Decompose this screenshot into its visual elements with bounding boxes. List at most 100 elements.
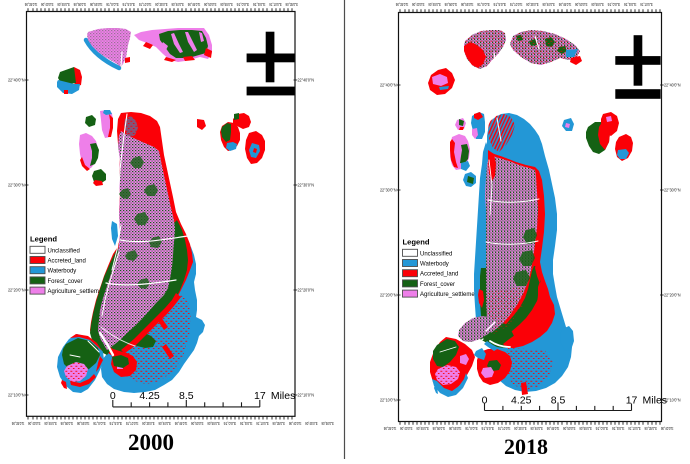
svg-text:91°0'0"E: 91°0'0"E [465,426,478,431]
svg-text:90°50'0"E: 90°50'0"E [61,421,74,426]
svg-text:Legend: Legend [30,235,57,244]
svg-text:90°40'0"E: 90°40'0"E [28,421,41,426]
svg-text:91°5'0"E: 91°5'0"E [240,421,253,426]
svg-text:4.25: 4.25 [139,390,160,402]
svg-text:90°45'0"E: 90°45'0"E [188,2,201,7]
svg-text:90°40'0"E: 90°40'0"E [41,2,54,7]
svg-text:22°30'0"N: 22°30'0"N [380,188,397,193]
svg-text:22°10'0"N: 22°10'0"N [8,393,25,398]
svg-text:90°45'0"E: 90°45'0"E [305,421,318,426]
svg-text:4.25: 4.25 [511,395,532,407]
svg-text:Agriculture_settlement: Agriculture_settlement [420,292,480,298]
svg-text:Unclassified: Unclassified [420,251,452,257]
svg-text:90°40'0"E: 90°40'0"E [530,426,543,431]
svg-text:91°5'0"E: 91°5'0"E [494,2,507,7]
svg-text:0: 0 [482,395,488,407]
svg-text:90°35'0"E: 90°35'0"E [384,426,397,431]
svg-text:91°10'0"E: 91°10'0"E [269,2,282,7]
svg-text:Legend: Legend [403,238,430,247]
svg-text:90°35'0"E: 90°35'0"E [396,2,409,7]
svg-text:90°35'0"E: 90°35'0"E [514,426,527,431]
svg-text:Forest_cover: Forest_cover [420,282,455,288]
svg-text:90°55'0"E: 90°55'0"E [579,426,592,431]
svg-text:91°0'0"E: 91°0'0"E [93,421,106,426]
svg-text:90°50'0"E: 90°50'0"E [563,426,576,431]
svg-text:90°40'0"E: 90°40'0"E [289,421,302,426]
svg-text:2000: 2000 [128,430,174,455]
svg-text:22°40'0"N: 22°40'0"N [298,78,315,83]
svg-text:91°10'0"E: 91°10'0"E [628,426,641,431]
svg-text:91°5'0"E: 91°5'0"E [253,2,266,7]
svg-text:90°55'0"E: 90°55'0"E [449,426,462,431]
svg-text:22°40'0"N: 22°40'0"N [380,83,397,88]
svg-text:Forest_cover: Forest_cover [48,279,83,285]
svg-text:17: 17 [626,395,638,407]
svg-text:Waterbody: Waterbody [420,262,449,268]
svg-text:Unclassified: Unclassified [48,248,80,254]
svg-text:91°10'0"E: 91°10'0"E [510,2,523,7]
svg-text:91°5'0"E: 91°5'0"E [612,426,625,431]
svg-text:90°35'0"E: 90°35'0"E [273,421,286,426]
svg-text:22°10'0"N: 22°10'0"N [380,398,397,403]
svg-text:90°35'0"E: 90°35'0"E [142,421,155,426]
svg-text:22°30'0"N: 22°30'0"N [8,183,25,188]
svg-text:90°55'0"E: 90°55'0"E [207,421,220,426]
svg-text:91°0'0"E: 91°0'0"E [608,2,621,7]
svg-text:91°5'0"E: 91°5'0"E [624,2,637,7]
svg-text:22°20'0"N: 22°20'0"N [298,288,315,293]
svg-text:90°55'0"E: 90°55'0"E [77,421,90,426]
svg-text:90°50'0"E: 90°50'0"E [445,2,458,7]
svg-text:90°45'0"E: 90°45'0"E [175,421,188,426]
svg-text:Waterbody: Waterbody [48,269,77,275]
svg-text:91°0'0"E: 91°0'0"E [237,2,250,7]
svg-text:90°35'0"E: 90°35'0"E [25,2,38,7]
svg-text:90°50'0"E: 90°50'0"E [433,426,446,431]
svg-text:90°55'0"E: 90°55'0"E [90,2,103,7]
svg-text:91°5'0"E: 91°5'0"E [482,426,495,431]
svg-text:91°0'0"E: 91°0'0"E [596,426,609,431]
svg-text:8.5: 8.5 [179,390,194,402]
svg-text:91°10'0"E: 91°10'0"E [126,421,139,426]
svg-text:90°55'0"E: 90°55'0"E [461,2,474,7]
svg-text:90°35'0"E: 90°35'0"E [645,426,658,431]
svg-text:22°20'0"N: 22°20'0"N [380,293,397,298]
svg-text:2018: 2018 [504,434,548,459]
svg-text:22°30'0"N: 22°30'0"N [664,188,681,193]
svg-text:90°45'0"E: 90°45'0"E [428,2,441,7]
svg-text:90°40'0"E: 90°40'0"E [542,2,555,7]
svg-text:90°45'0"E: 90°45'0"E [57,2,70,7]
svg-text:22°40'0"N: 22°40'0"N [8,78,25,83]
svg-text:91°0'0"E: 91°0'0"E [106,2,119,7]
svg-text:91°0'0"E: 91°0'0"E [224,421,237,426]
svg-text:90°50'0"E: 90°50'0"E [321,421,334,426]
svg-text:91°10'0"E: 91°10'0"E [498,426,511,431]
svg-text:22°10'0"N: 22°10'0"N [664,398,681,403]
svg-text:91°10'0"E: 91°10'0"E [640,2,653,7]
svg-text:22°40'0"N: 22°40'0"N [664,83,681,88]
svg-text:90°50'0"E: 90°50'0"E [191,421,204,426]
svg-text:90°45'0"E: 90°45'0"E [547,426,560,431]
svg-text:91°5'0"E: 91°5'0"E [123,2,136,7]
svg-text:Miles: Miles [643,395,668,407]
svg-text:8.5: 8.5 [551,395,566,407]
svg-text:22°30'0"N: 22°30'0"N [298,183,315,188]
svg-text:91°10'0"E: 91°10'0"E [139,2,152,7]
svg-text:90°35'0"E: 90°35'0"E [286,2,299,7]
svg-text:90°55'0"E: 90°55'0"E [220,2,233,7]
svg-text:Accreted_land: Accreted_land [420,272,458,278]
svg-text:91°10'0"E: 91°10'0"E [256,421,269,426]
svg-text:90°35'0"E: 90°35'0"E [155,2,168,7]
svg-text:90°40'0"E: 90°40'0"E [400,426,413,431]
svg-text:90°45'0"E: 90°45'0"E [559,2,572,7]
svg-text:90°40'0"E: 90°40'0"E [171,2,184,7]
svg-text:90°40'0"E: 90°40'0"E [158,421,171,426]
svg-text:90°40'0"E: 90°40'0"E [661,426,674,431]
svg-text:Accreted_land: Accreted_land [48,259,86,265]
svg-text:90°50'0"E: 90°50'0"E [204,2,217,7]
svg-text:22°20'0"N: 22°20'0"N [664,293,681,298]
svg-text:22°20'0"N: 22°20'0"N [8,288,25,293]
svg-text:91°0'0"E: 91°0'0"E [477,2,490,7]
svg-text:22°10'0"N: 22°10'0"N [298,393,315,398]
svg-text:Miles: Miles [271,390,296,402]
svg-text:17: 17 [254,390,266,402]
